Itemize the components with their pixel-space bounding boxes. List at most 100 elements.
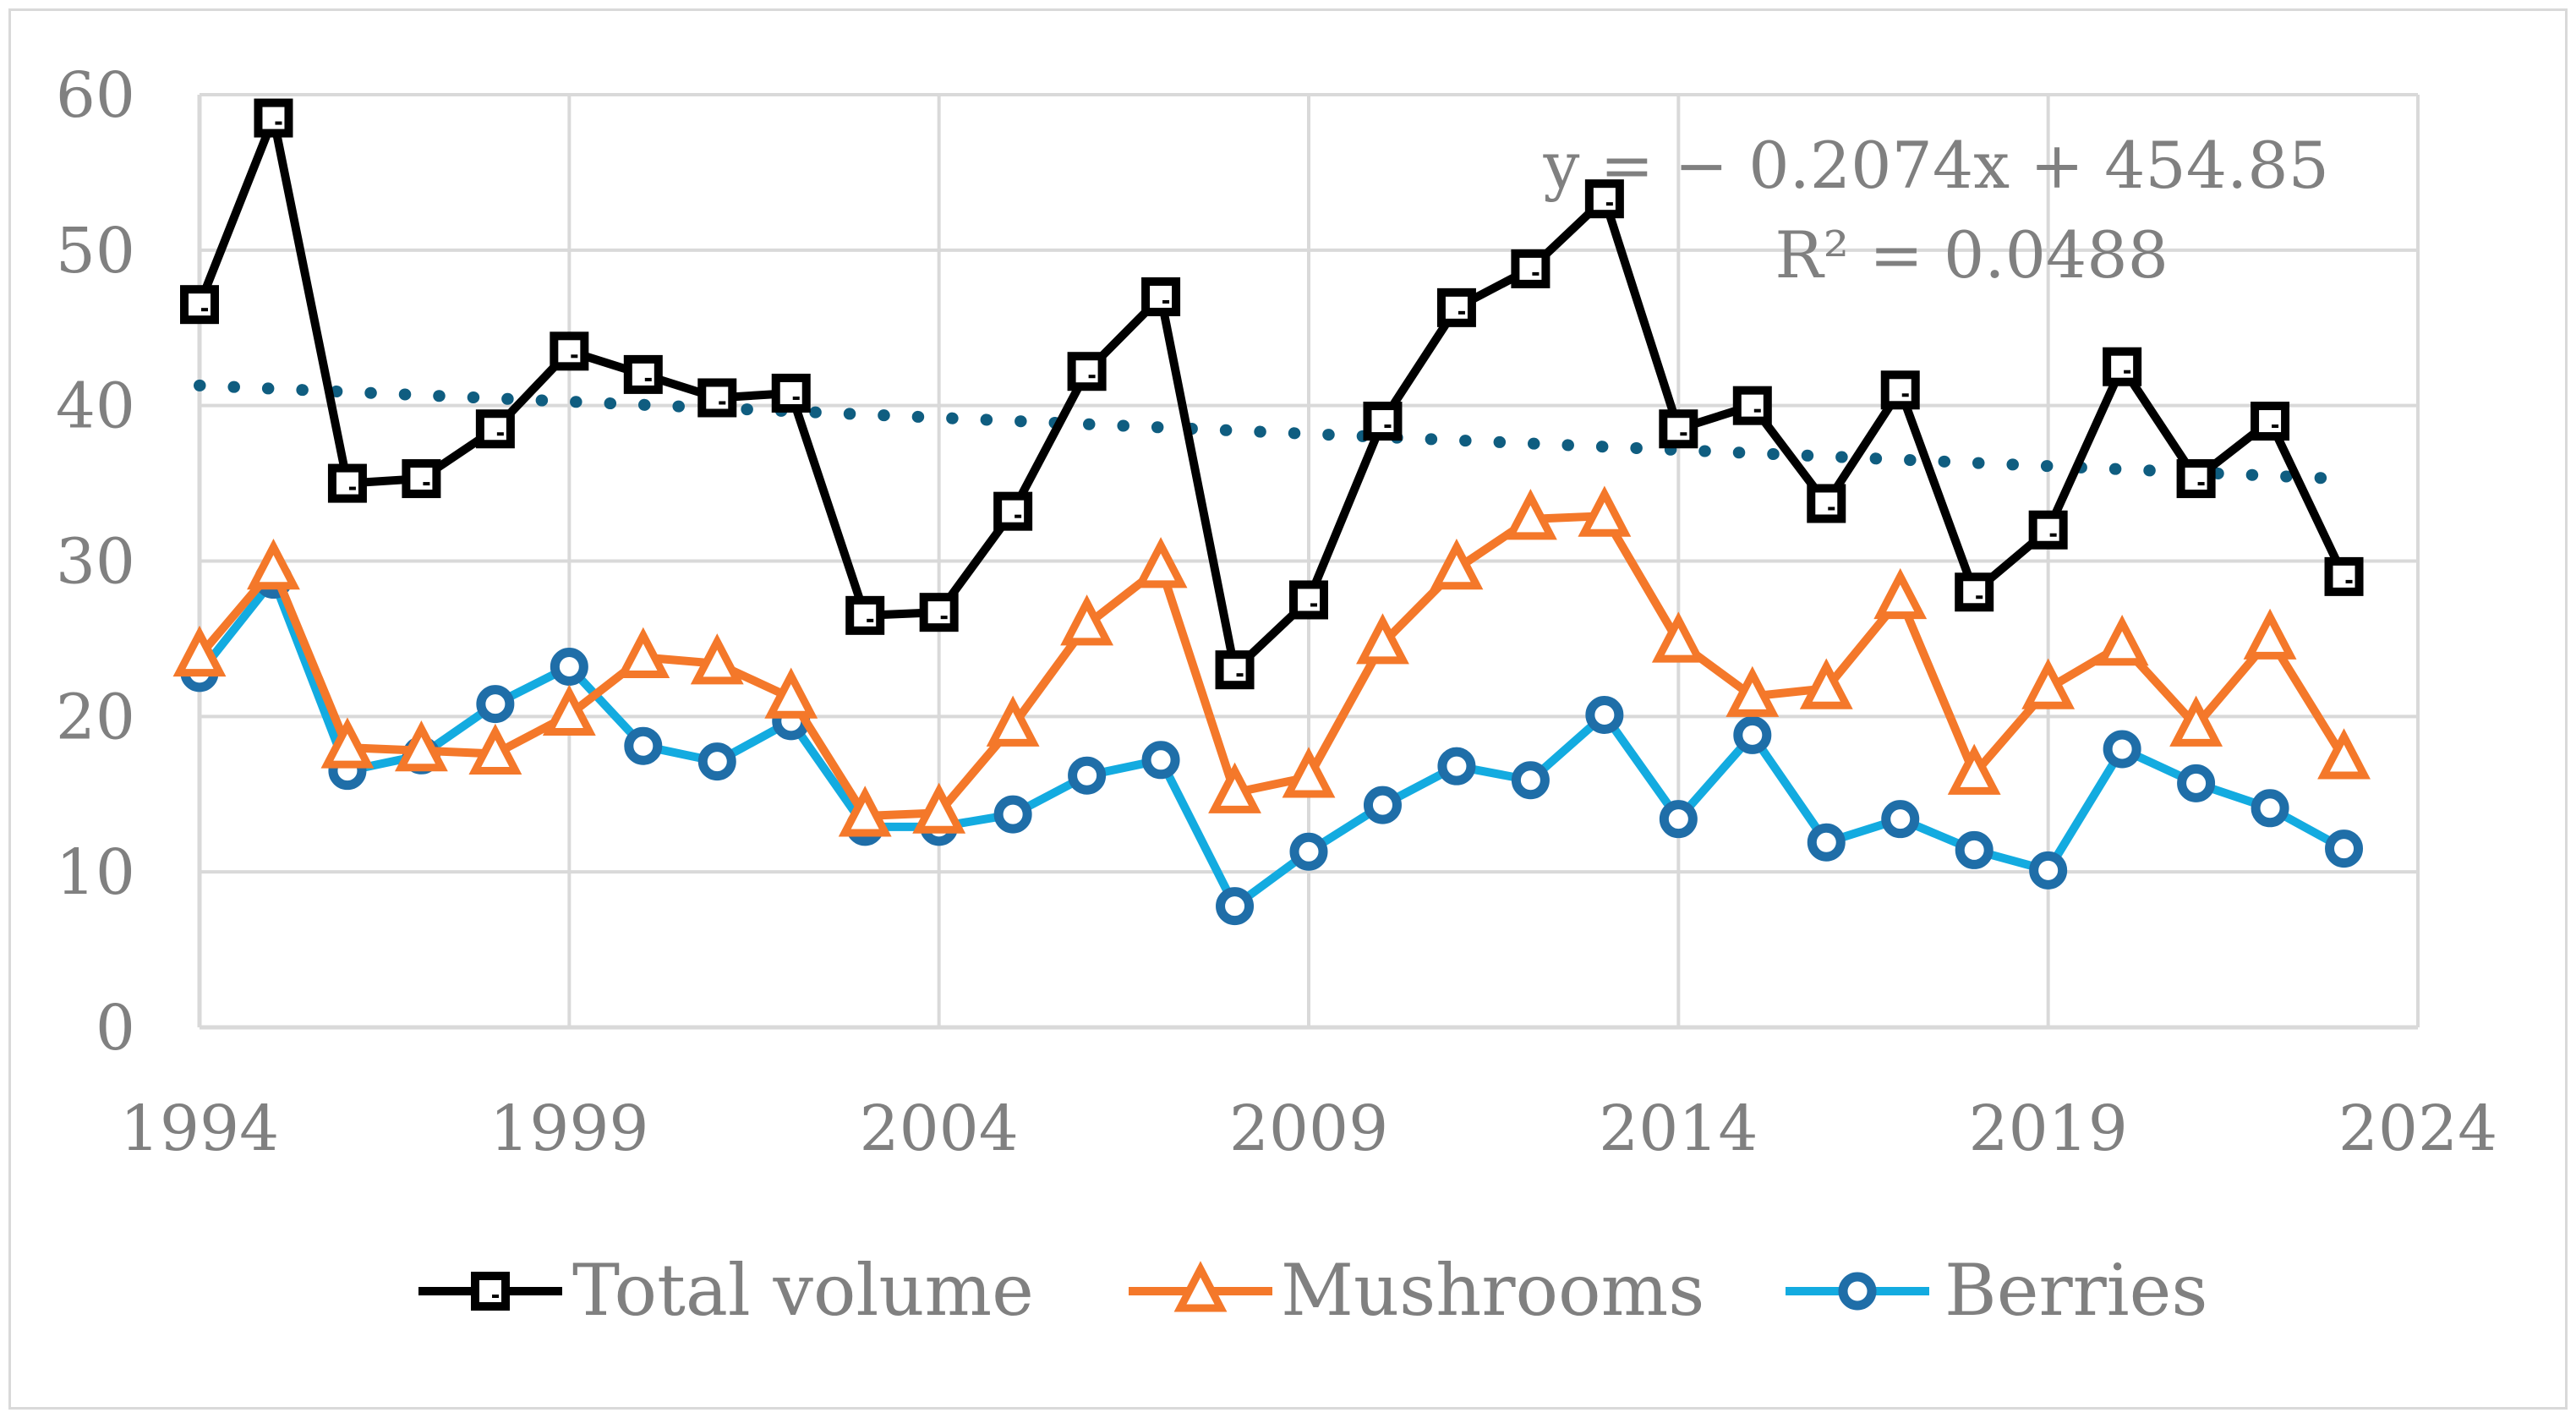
data-point — [1363, 786, 1402, 824]
legend-label: Total volume — [572, 1249, 1034, 1332]
series-mushrooms — [172, 485, 2371, 837]
data-point — [993, 491, 1033, 531]
data-point — [320, 717, 375, 769]
data-point — [1947, 743, 2001, 795]
data-point — [2103, 730, 2141, 769]
data-point — [475, 409, 515, 449]
data-point — [2176, 459, 2216, 499]
data-point — [624, 726, 663, 765]
data-point — [1068, 756, 1107, 795]
data-point — [1216, 887, 1255, 926]
legend-item: Total volume — [418, 1249, 1034, 1332]
x-tick-label: 2009 — [1229, 1092, 1388, 1165]
data-point — [845, 595, 885, 635]
y-tick-label: 60 — [56, 59, 135, 132]
y-tick-label: 30 — [56, 526, 135, 599]
data-point — [1807, 823, 1846, 862]
chart-frame — [8, 8, 2568, 1410]
data-point — [2177, 764, 2216, 802]
data-point — [476, 685, 515, 724]
data-point — [468, 723, 522, 775]
data-point — [1430, 538, 1484, 590]
legend: Total volume Mushrooms Berries — [418, 1249, 2207, 1332]
data-point — [1880, 370, 1920, 410]
data-point — [623, 354, 663, 394]
data-point — [1881, 800, 1920, 839]
data-point — [2324, 556, 2364, 596]
data-point — [2029, 851, 2068, 890]
data-point — [1584, 179, 1624, 219]
data-point — [697, 742, 736, 781]
data-point — [1141, 276, 1181, 316]
data-point — [1356, 613, 1409, 665]
legend-marker — [1173, 1261, 1228, 1312]
data-point — [180, 285, 219, 325]
y-tick-label: 20 — [56, 681, 135, 753]
data-point — [1289, 580, 1328, 620]
data-point — [2251, 402, 2290, 441]
data-point — [1651, 611, 1705, 663]
data-point — [394, 720, 448, 772]
data-point — [1141, 741, 1180, 780]
legend-item: Mushrooms — [1129, 1249, 1704, 1332]
series-lines — [172, 98, 2371, 926]
data-point — [550, 648, 588, 687]
data-point — [1511, 249, 1551, 288]
data-point — [1585, 695, 1624, 734]
data-point — [1873, 567, 1928, 620]
data-point — [2169, 695, 2223, 747]
data-point — [1955, 572, 1994, 612]
data-point — [254, 98, 293, 138]
data-point — [1659, 409, 1698, 449]
data-point — [2103, 347, 2142, 386]
data-point — [327, 463, 367, 503]
data-point — [1067, 352, 1107, 391]
y-tick-labels: 0 10 20 30 40 50 60 — [56, 59, 135, 1065]
data-point — [1733, 715, 1772, 754]
legend-label: Berries — [1944, 1249, 2207, 1332]
data-point — [690, 633, 744, 685]
data-point — [542, 684, 596, 736]
legend-item: Berries — [1786, 1249, 2207, 1332]
data-point — [1732, 386, 1772, 425]
x-tick-labels: 1994 1999 2004 2009 2014 2019 2024 — [120, 1092, 2497, 1165]
legend-marker — [1838, 1272, 1877, 1311]
y-tick-label: 0 — [96, 992, 135, 1065]
x-tick-label: 1999 — [489, 1092, 648, 1165]
axes — [197, 95, 2418, 1030]
data-point — [1578, 485, 1632, 537]
data-point — [1807, 484, 1846, 523]
data-point — [1659, 800, 1698, 839]
x-tick-label: 2014 — [1599, 1092, 1758, 1165]
y-tick-label: 50 — [56, 215, 135, 287]
data-point — [1511, 761, 1550, 800]
series-total-volume — [180, 98, 2364, 690]
trendline-equation: y = − 0.2074x + 454.85 — [1543, 128, 2329, 203]
data-point — [402, 459, 441, 499]
data-point — [616, 627, 670, 678]
data-point — [1799, 658, 1853, 709]
data-point — [2028, 510, 2068, 550]
y-tick-label: 10 — [56, 836, 135, 909]
trendline-r-squared: R² = 0.0488 — [1775, 217, 2169, 293]
y-tick-label: 40 — [56, 370, 135, 443]
data-point — [2317, 728, 2371, 780]
data-point — [1436, 287, 1476, 327]
data-point — [838, 786, 892, 837]
data-point — [247, 538, 300, 590]
legend-label: Mushrooms — [1281, 1249, 1704, 1332]
data-point — [2251, 789, 2289, 828]
data-point — [2325, 829, 2364, 868]
data-point — [1060, 594, 1114, 646]
trendline-annotation: y = − 0.2074x + 454.85 R² = 0.0488 — [1543, 128, 2329, 293]
data-point — [1134, 537, 1188, 589]
x-tick-label: 2024 — [2338, 1092, 2497, 1165]
data-point — [1363, 402, 1403, 441]
x-tick-label: 2004 — [860, 1092, 1019, 1165]
data-point — [1437, 747, 1476, 786]
data-point — [993, 795, 1032, 834]
data-point — [172, 625, 227, 677]
data-point — [2243, 608, 2297, 660]
data-point — [2095, 615, 2149, 666]
